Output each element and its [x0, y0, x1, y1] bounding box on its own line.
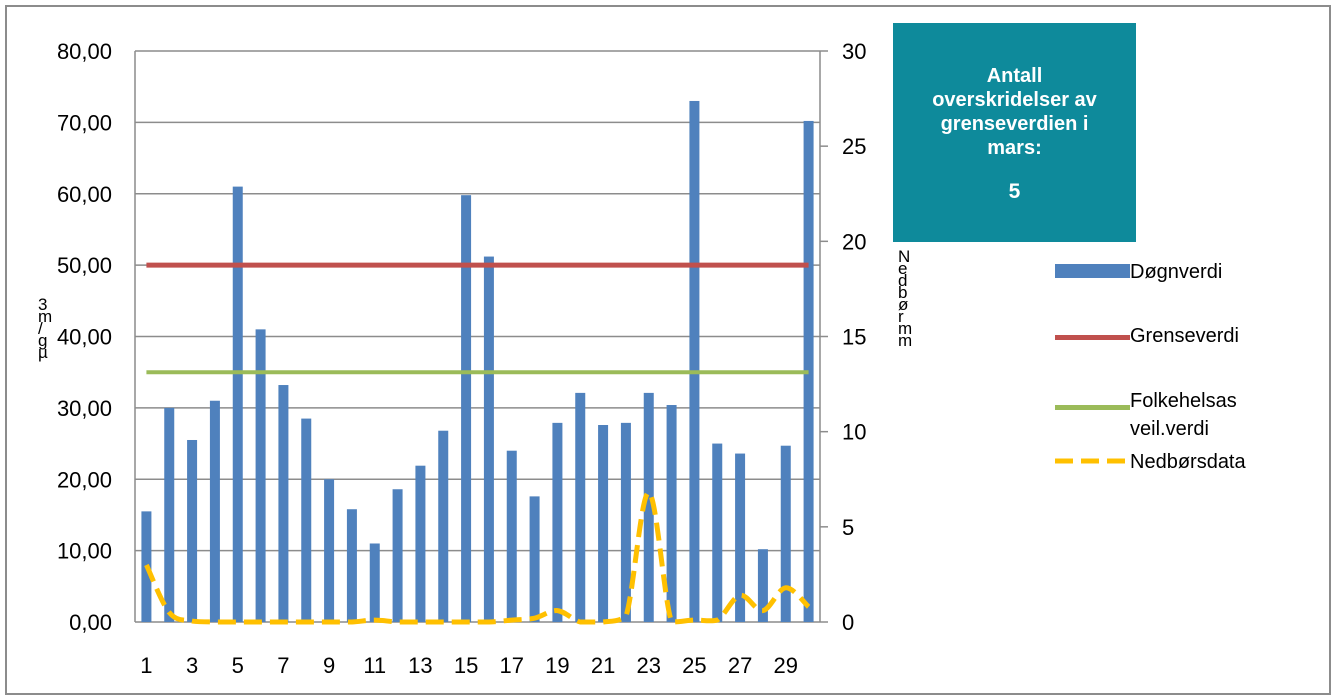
bar-23 — [643, 392, 654, 622]
bar-8 — [301, 418, 312, 622]
bar-27 — [735, 453, 746, 622]
left-tick-label: 50,00 — [57, 253, 112, 278]
bar-10 — [346, 509, 357, 622]
x-tick-label: 23 — [637, 653, 661, 678]
bar-5 — [232, 186, 243, 623]
info-box-line-3: grenseverdien i — [940, 113, 1089, 135]
x-tick-label: 11 — [363, 653, 386, 678]
bar-12 — [392, 489, 403, 622]
left-tick-label: 10,00 — [57, 539, 112, 564]
x-tick-label: 21 — [591, 653, 615, 678]
exceedance-info-box: Antall overskridelser av grenseverdien i… — [893, 23, 1136, 242]
legend-label-grenseverdi: Grenseverdi — [1130, 325, 1239, 347]
info-box-line-1: Antall — [986, 65, 1043, 87]
right-tick-label: 10 — [842, 420, 866, 445]
x-tick-label: 19 — [545, 653, 569, 678]
bar-11 — [369, 543, 380, 622]
left-y-axis-label: 3 m / g µ — [38, 295, 52, 362]
x-tick-label: 7 — [277, 653, 289, 678]
left-tick-label: 80,00 — [57, 39, 112, 64]
bar-16 — [483, 256, 494, 622]
left-tick-label: 0,00 — [69, 610, 112, 635]
x-tick-label: 13 — [408, 653, 432, 678]
x-tick-label: 15 — [454, 653, 478, 678]
line-series — [144, 262, 811, 625]
bar-28 — [757, 549, 768, 622]
bar-25 — [689, 100, 700, 622]
x-tick-label: 25 — [682, 653, 706, 678]
right-tick-label: 5 — [842, 515, 854, 540]
legend-rain-swatch — [1055, 458, 1131, 464]
legend-label-dognverdi: Døgnverdi — [1130, 261, 1223, 283]
bar-20 — [575, 392, 586, 622]
legend-label-veil-verdi: veil.verdi — [1130, 418, 1209, 440]
bar-13 — [415, 465, 426, 622]
left-tick-label: 40,00 — [57, 325, 112, 350]
left-tick-label: 20,00 — [57, 467, 112, 492]
bar-14 — [438, 430, 449, 622]
legend-label-folkehelsas: Folkehelsas — [1130, 390, 1237, 412]
bar-6 — [255, 329, 266, 622]
exceedance-count: 5 — [1008, 180, 1021, 203]
bar-24 — [666, 405, 677, 622]
bar-29 — [780, 445, 791, 622]
bar-19 — [552, 422, 563, 622]
bar-26 — [712, 443, 723, 622]
bar-2 — [164, 407, 175, 622]
info-box-line-2: overskridelser av — [932, 89, 1097, 111]
left-tick-label: 30,00 — [57, 396, 112, 421]
x-tick-label: 3 — [186, 653, 198, 678]
x-tick-label: 17 — [500, 653, 524, 678]
right-tick-label: 30 — [842, 39, 866, 64]
left-tick-label: 60,00 — [57, 182, 112, 207]
left-axis-title-text: 3 m / g µ — [38, 295, 52, 362]
right-tick-label: 15 — [842, 325, 866, 350]
bar-18 — [529, 496, 540, 622]
legend-bar-swatch — [1055, 264, 1130, 278]
right-tick-label: 20 — [842, 229, 866, 254]
bar-7 — [278, 385, 289, 622]
bar-21 — [598, 425, 609, 622]
legend-label-nedborsdata: Nedbørsdata — [1130, 451, 1246, 473]
axes — [134, 50, 828, 623]
info-box-line-4: mars: — [987, 137, 1042, 159]
left-y-axis-ticks: 0,00 10,00 20,00 30,00 40,00 50,00 60,00 70,00 8… — [57, 39, 112, 635]
bar-4 — [209, 400, 220, 622]
legend-limit-swatch — [1055, 335, 1130, 340]
left-tick-label: 70,00 — [57, 110, 112, 135]
left-axis-title: 3 m / g µ — [38, 295, 52, 362]
rain-line — [144, 490, 811, 625]
right-tick-label: 25 — [842, 134, 866, 159]
x-axis-ticks: 1 3 5 7 9 11 13 15 17 19 21 23 25 27 29 — [140, 653, 798, 678]
bar-17 — [506, 450, 517, 622]
right-y-axis-ticks: 0 5 10 15 20 25 30 — [842, 39, 866, 635]
legend-advisory-swatch — [1055, 405, 1130, 410]
right-tick-label: 0 — [842, 610, 854, 635]
bar-3 — [187, 439, 198, 622]
x-tick-label: 1 — [140, 653, 152, 678]
x-tick-label: 27 — [728, 653, 752, 678]
bar-22 — [620, 422, 631, 622]
x-tick-label: 5 — [232, 653, 244, 678]
bar-15 — [461, 195, 472, 623]
bar-9 — [324, 479, 335, 622]
x-tick-label: 29 — [774, 653, 798, 678]
x-tick-label: 9 — [323, 653, 335, 678]
bar-series — [141, 100, 814, 623]
